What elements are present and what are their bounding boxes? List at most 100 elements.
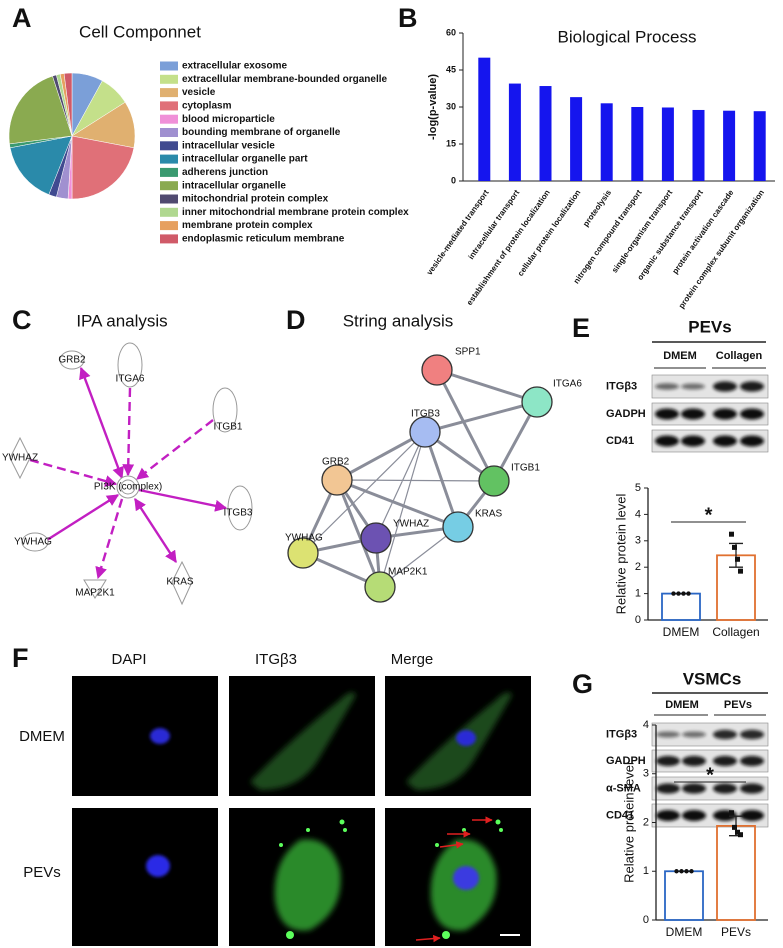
legend-label: endoplasmic reticulum membrane bbox=[182, 234, 345, 245]
data-point bbox=[674, 869, 679, 874]
column-label: ITGβ3 bbox=[255, 651, 297, 668]
string-label: SPP1 bbox=[455, 347, 481, 358]
legend-label: inner mitochondrial membrane protein com… bbox=[182, 207, 409, 218]
blot-band bbox=[740, 755, 764, 767]
row-label: DMEM bbox=[19, 728, 65, 745]
legend-label: bounding membrane of organelle bbox=[182, 127, 341, 138]
legend-swatch bbox=[160, 154, 178, 164]
x-tick-label: DMEM bbox=[666, 925, 703, 939]
blot-strip bbox=[651, 402, 769, 426]
string-label: YWHAZ bbox=[393, 519, 429, 530]
string-node bbox=[409, 416, 441, 448]
y-tick-label: 3 bbox=[635, 535, 641, 547]
pie-slice bbox=[8, 75, 73, 145]
y-tick-label: 2 bbox=[635, 561, 641, 573]
arrows bbox=[415, 816, 493, 943]
blot-band bbox=[656, 783, 680, 794]
blot-band bbox=[655, 383, 679, 390]
data-point bbox=[686, 591, 691, 596]
y-axis-label: Relative protein level bbox=[613, 494, 628, 615]
blot-band bbox=[656, 755, 680, 767]
ipa-edge bbox=[95, 498, 124, 580]
bar bbox=[508, 83, 521, 181]
string-network: SPP1 ITGA6 ITGB3 ITGB1 GRB2 KRAS YWHAZ Y… bbox=[285, 347, 582, 603]
x-tick-label: Collagen bbox=[712, 625, 759, 639]
y-tick-label: 30 bbox=[446, 101, 456, 111]
ipa-node bbox=[212, 387, 238, 433]
data-point bbox=[735, 829, 740, 835]
ipa-edge bbox=[29, 458, 118, 487]
blot-band bbox=[713, 435, 737, 447]
blot-row-label: α-SMA bbox=[606, 782, 641, 794]
blot-strip bbox=[651, 429, 769, 453]
blot-band bbox=[713, 729, 737, 740]
chart-title: Biological Process bbox=[558, 27, 697, 46]
legend-label: membrane protein complex bbox=[182, 220, 313, 231]
blot-band bbox=[740, 381, 764, 392]
legend-label: extracellular membrane-bounded organelle bbox=[182, 74, 387, 85]
panel-letter: B bbox=[398, 3, 418, 33]
blot-row-label: GADPH bbox=[606, 755, 646, 767]
ipa-label: PI3K (complex) bbox=[94, 482, 162, 493]
column-label: Merge bbox=[391, 651, 434, 668]
blot-row-label: GADPH bbox=[606, 408, 646, 420]
ipa-node bbox=[116, 475, 140, 499]
cell bbox=[250, 692, 356, 790]
ipa-node bbox=[227, 485, 253, 531]
blot-band bbox=[740, 729, 764, 740]
legend-swatch bbox=[160, 207, 178, 217]
nucleus bbox=[150, 728, 170, 744]
legend-swatch bbox=[160, 167, 178, 177]
ipa-label: MAP2K1 bbox=[75, 588, 115, 599]
y-tick-label: 0 bbox=[643, 914, 649, 926]
x-tick-label: proteolysis bbox=[581, 188, 613, 229]
column-label: DAPI bbox=[111, 651, 146, 668]
blot-title: PEVs bbox=[688, 317, 731, 336]
blot-strip bbox=[651, 803, 769, 828]
string-node bbox=[364, 571, 396, 603]
ipa-node bbox=[83, 579, 107, 599]
blot-band bbox=[656, 731, 680, 738]
blot-band bbox=[682, 731, 706, 738]
y-tick-label: 15 bbox=[446, 138, 456, 148]
data-point bbox=[689, 869, 694, 874]
y-tick-label: 4 bbox=[643, 719, 649, 731]
bar bbox=[539, 86, 552, 181]
legend-swatch bbox=[160, 114, 178, 124]
ipa-node bbox=[117, 342, 143, 388]
string-label: KRAS bbox=[475, 509, 503, 520]
y-tick-label: 1 bbox=[635, 588, 641, 600]
ipa-node bbox=[21, 532, 49, 552]
ipa-label: KRAS bbox=[166, 577, 194, 588]
ipa-edge bbox=[46, 493, 120, 542]
ipa-node bbox=[171, 560, 193, 606]
legend-swatch bbox=[160, 74, 178, 84]
blot-title: VSMCs bbox=[683, 669, 742, 688]
data-point bbox=[729, 810, 734, 816]
data-point bbox=[671, 591, 676, 596]
y-tick-label: 45 bbox=[446, 64, 456, 74]
ipa-label: YWHAZ bbox=[2, 453, 38, 464]
blot-group: PEVs bbox=[724, 699, 752, 711]
chart-title: Cell Componnet bbox=[79, 22, 201, 41]
blot-group: DMEM bbox=[665, 699, 699, 711]
y-tick-label: 0 bbox=[635, 614, 641, 626]
annotation: * bbox=[706, 764, 714, 786]
legend-label: cytoplasm bbox=[182, 101, 232, 112]
y-tick-label: 0 bbox=[451, 175, 456, 185]
panel-title: String analysis bbox=[343, 311, 454, 330]
string-node bbox=[442, 511, 474, 543]
string-label: ITGB3 bbox=[411, 409, 440, 420]
micrographs bbox=[72, 676, 531, 946]
bar bbox=[600, 103, 613, 181]
blot-band bbox=[713, 755, 737, 767]
panel-title: IPA analysis bbox=[76, 311, 167, 330]
blot-band bbox=[713, 381, 737, 392]
ipa-edge bbox=[122, 387, 135, 477]
blot-strip bbox=[651, 776, 769, 801]
y-tick-label: 2 bbox=[643, 816, 649, 828]
blot-band bbox=[681, 383, 705, 390]
blot-strip bbox=[651, 722, 769, 747]
ipa-label: YWHAG bbox=[14, 537, 52, 548]
